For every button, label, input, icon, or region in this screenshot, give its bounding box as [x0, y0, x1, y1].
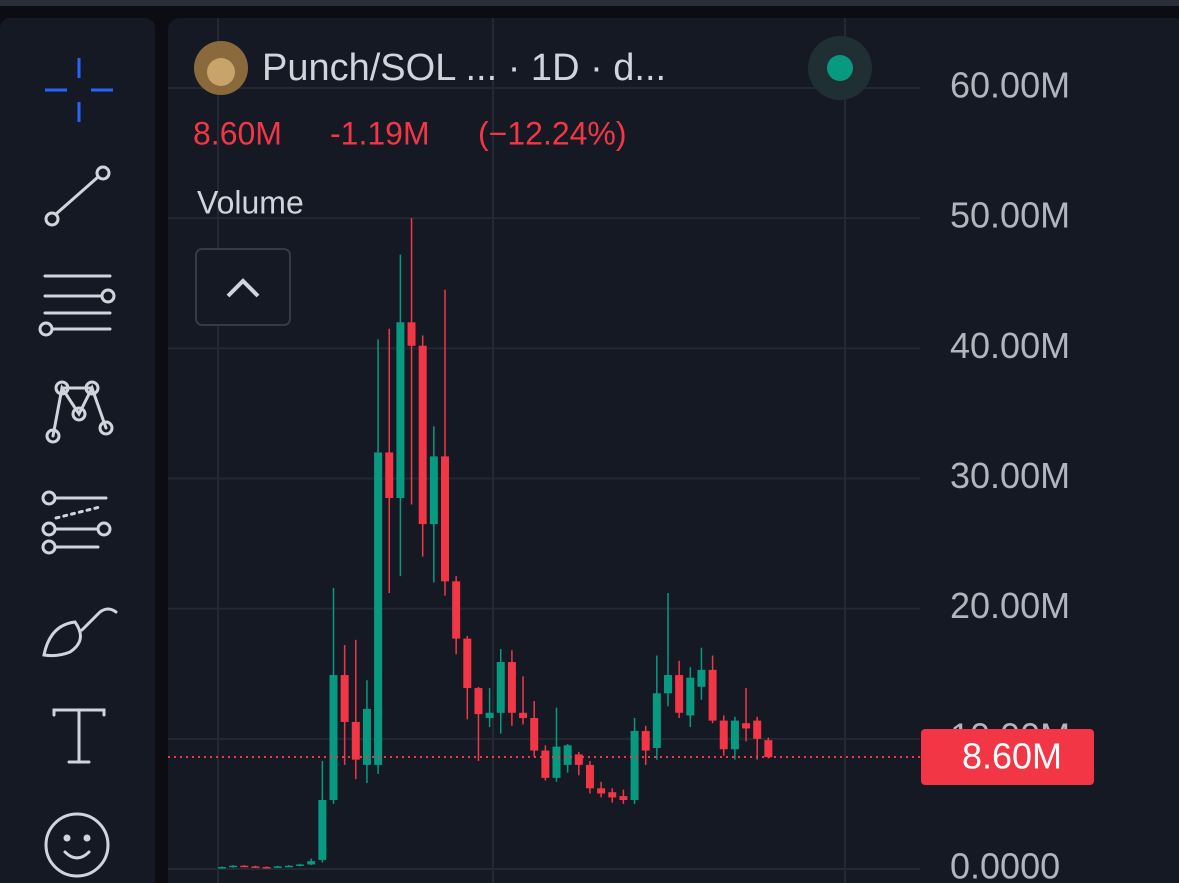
candle-body [374, 452, 383, 765]
candle-body [418, 345, 427, 525]
last-price: 8.60M [193, 115, 282, 151]
top-bar [0, 0, 1179, 6]
price-change-percent: (−12.24%) [478, 115, 627, 151]
last-price-badge [921, 729, 1094, 786]
candle-body [585, 764, 594, 789]
candle-body [753, 720, 762, 739]
candle-body [742, 723, 751, 729]
candle-body [362, 708, 371, 765]
candle-body [396, 322, 405, 499]
candle-body [730, 720, 739, 750]
candle-body [608, 792, 617, 798]
candle-body [652, 693, 661, 748]
chart-panel [168, 18, 1179, 883]
candle-body [697, 669, 706, 687]
candle-body [574, 754, 583, 765]
candle-body [463, 638, 472, 689]
chevron-up [226, 278, 260, 298]
candle-body [563, 745, 572, 765]
y-tick-label: 0.0000 [950, 846, 1060, 883]
pattern-tool[interactable] [45, 380, 114, 444]
candle-body [664, 675, 672, 694]
candle-body [507, 662, 516, 713]
collapse-button[interactable] [195, 248, 291, 326]
candle-body [329, 675, 338, 801]
y-tick-label: 30.00M [950, 455, 1070, 496]
trend-line-tool[interactable] [44, 165, 111, 227]
candle-body [552, 746, 561, 778]
crosshair-tool[interactable] [45, 58, 113, 122]
candle-body [262, 867, 271, 869]
text-tool[interactable] [52, 708, 106, 764]
candle-body [318, 800, 327, 860]
candle-body [218, 867, 226, 869]
candle-body [496, 662, 505, 713]
candle-body [519, 712, 528, 719]
candle-body [284, 865, 293, 868]
candle-body [530, 718, 539, 751]
candle-body [441, 456, 449, 582]
y-tick-label: 60.00M [950, 65, 1070, 106]
candle-body [485, 712, 494, 719]
candle-body [541, 750, 550, 778]
candle-body [229, 865, 238, 868]
candle-body [641, 731, 650, 751]
candle-body [764, 740, 773, 758]
candle-body [452, 581, 461, 639]
projection-tool[interactable] [41, 490, 112, 555]
price-change: -1.19M [330, 115, 430, 151]
brush-tool[interactable] [42, 607, 118, 658]
last-price-label: 8.60M [962, 736, 1062, 777]
toolbar [0, 18, 155, 883]
candle-body [719, 720, 728, 750]
indicator-label[interactable]: Volume [197, 184, 304, 220]
y-tick-label: 50.00M [950, 195, 1070, 236]
fib-tool[interactable] [38, 274, 116, 337]
y-tick-label: 20.00M [950, 585, 1070, 626]
candle-body [619, 796, 628, 801]
symbol-title[interactable]: Punch/SOL ... · 1D · d... [262, 47, 666, 89]
candle-body [429, 456, 438, 525]
candle-body [273, 866, 282, 868]
candle-body [675, 675, 684, 713]
candle-body [708, 669, 717, 721]
candle-body [240, 865, 249, 868]
y-tick-label: 40.00M [950, 325, 1070, 366]
token-avatar-detail [207, 58, 235, 86]
candle-body [407, 322, 416, 346]
candle-body [630, 731, 639, 801]
status-dot [827, 55, 853, 81]
plot: 0.000010.00M20.00M30.00M40.00M50.00M60.0… [168, 65, 1094, 883]
candle-body [251, 866, 260, 868]
candle-body [296, 864, 305, 866]
candle-body [385, 452, 394, 499]
candle-body [307, 861, 316, 865]
candle-body [474, 688, 483, 715]
candle-body [340, 675, 349, 722]
emoji-tool[interactable] [44, 812, 110, 878]
toolbar-icons[interactable] [38, 58, 118, 878]
candle-body [597, 788, 606, 794]
candle-body [686, 677, 695, 716]
candle-body [351, 721, 360, 760]
